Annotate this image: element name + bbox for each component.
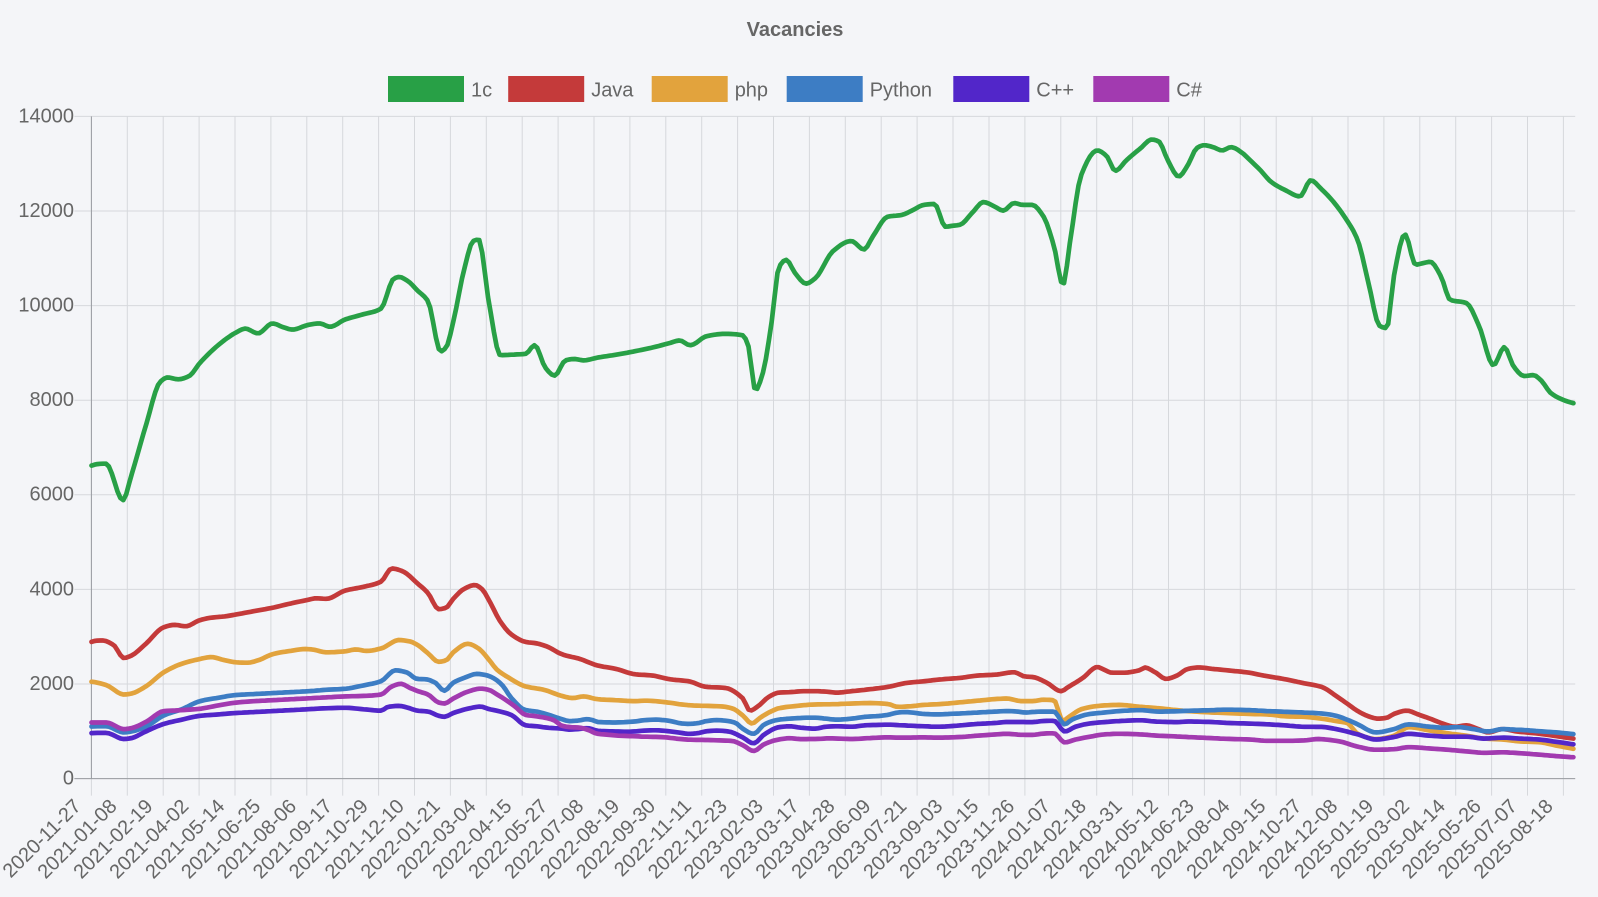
svg-text:php: php (735, 80, 768, 102)
svg-text:1c: 1c (471, 80, 492, 102)
svg-text:14000: 14000 (18, 105, 74, 127)
svg-text:Python: Python (870, 80, 932, 102)
svg-text:C++: C++ (1036, 80, 1074, 102)
svg-text:10000: 10000 (18, 295, 74, 317)
svg-text:6000: 6000 (30, 484, 75, 506)
svg-text:Java: Java (591, 80, 634, 102)
svg-text:12000: 12000 (18, 200, 74, 222)
svg-text:C#: C# (1176, 80, 1202, 102)
svg-text:2000: 2000 (30, 673, 75, 695)
svg-text:4000: 4000 (30, 578, 75, 600)
svg-text:Vacancies: Vacancies (747, 19, 844, 41)
svg-text:8000: 8000 (30, 389, 75, 411)
svg-text:0: 0 (63, 768, 74, 790)
